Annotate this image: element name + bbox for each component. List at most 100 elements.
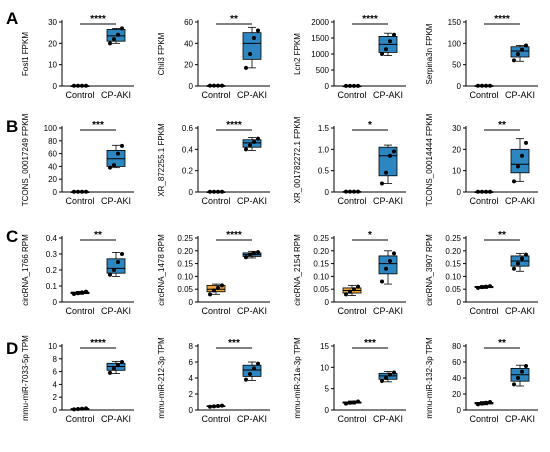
data-point <box>120 360 124 364</box>
significance-label: ** <box>94 230 102 241</box>
y-axis-label: Fosl1 FPKM <box>21 32 30 76</box>
category-label-cp-aki: CP-AKI <box>101 414 131 424</box>
y-tick-label: 20 <box>452 145 461 154</box>
y-tick-label: 20 <box>452 390 461 399</box>
y-tick-label: 60 <box>48 150 57 159</box>
data-point <box>380 378 384 383</box>
data-point <box>388 372 392 377</box>
chart-14: 0 5 10 15 mmu-miR-21a-3p TPM Control CP-AKI *** <box>293 337 406 424</box>
data-point <box>384 376 388 380</box>
significance-label: ** <box>498 338 506 349</box>
y-tick-label: 0.10 <box>313 272 329 281</box>
data-point <box>352 400 356 405</box>
data-point <box>480 83 484 88</box>
data-point <box>512 266 516 271</box>
data-point <box>488 400 492 404</box>
category-label-control: Control <box>469 306 498 316</box>
y-tick-label: 0.20 <box>313 247 329 256</box>
data-point <box>344 83 348 88</box>
data-point <box>76 83 80 88</box>
y-tick-label: 0 <box>189 298 194 307</box>
data-point <box>116 260 120 264</box>
category-label-cp-aki: CP-AKI <box>373 306 403 316</box>
chart-12: 0 2 4 6 8 10 mmu-miR-7033-5p TPM Control CP-AKI *… <box>21 335 134 424</box>
data-point <box>256 136 260 141</box>
category-label-control: Control <box>65 414 94 424</box>
category-label-control: Control <box>469 90 498 100</box>
category-label-cp-aki: CP-AKI <box>237 196 267 206</box>
data-point <box>516 52 520 56</box>
data-point <box>356 399 360 404</box>
data-point <box>216 404 220 408</box>
y-axis-label: circRNA_1766 RPM <box>21 234 30 306</box>
data-point <box>252 36 256 40</box>
data-point <box>524 364 528 368</box>
data-point <box>488 189 492 194</box>
data-point <box>112 366 116 371</box>
data-point <box>116 151 120 156</box>
data-point <box>388 259 392 264</box>
data-point <box>388 153 392 158</box>
y-axis-label: Lcn2 FPKM <box>293 33 302 75</box>
y-tick-label: 1000 <box>311 50 329 59</box>
y-tick-label: 1500 <box>311 34 329 43</box>
data-point <box>220 403 224 408</box>
significance-label: * <box>368 230 372 241</box>
chart-3: 0 50 100 150 Serpina3n FPKM Control CP-AKI **** <box>425 14 538 100</box>
data-point <box>120 26 124 31</box>
y-tick-label: 0.20 <box>445 247 461 256</box>
y-tick-label: 20 <box>48 175 57 184</box>
chart-9: 0 0.05 0.10 0.15 0.20 0.25 circRNA_1478 RPM Con… <box>157 230 270 316</box>
data-point <box>108 272 112 277</box>
y-tick-label: 50 <box>452 61 461 70</box>
significance-label: ** <box>230 14 238 25</box>
data-point <box>220 83 224 88</box>
y-tick-label: 8 <box>53 355 58 364</box>
data-point <box>352 83 356 88</box>
y-tick-label: 0 <box>53 298 58 307</box>
y-axis-label: Chil3 FPKM <box>157 32 166 75</box>
data-point <box>512 179 516 184</box>
data-point <box>248 372 252 376</box>
data-point <box>216 83 220 88</box>
box <box>242 364 262 377</box>
box <box>242 32 262 60</box>
data-point <box>348 400 352 405</box>
data-point <box>220 283 224 288</box>
data-point <box>72 189 76 194</box>
y-tick-label: 40 <box>452 374 461 383</box>
box <box>510 46 530 58</box>
data-point <box>84 189 88 194</box>
data-point <box>84 406 88 411</box>
category-label-cp-aki: CP-AKI <box>505 414 535 424</box>
category-label-cp-aki: CP-AKI <box>373 196 403 206</box>
y-tick-label: 4 <box>189 374 194 383</box>
category-label-control: Control <box>337 196 366 206</box>
y-axis-label: circRNA_1478 RPM <box>157 234 166 306</box>
y-tick-label: 0.4 <box>182 145 194 154</box>
y-tick-label: 0.2 <box>182 167 194 176</box>
y-tick-label: 5 <box>325 385 330 394</box>
category-label-cp-aki: CP-AKI <box>237 414 267 424</box>
data-point <box>112 163 116 168</box>
y-tick-label: 0 <box>457 406 462 415</box>
data-point <box>520 153 524 158</box>
y-axis-label: TCONS_00017249 FPKM <box>21 113 30 206</box>
category-label-cp-aki: CP-AKI <box>101 90 131 100</box>
significance-label: **** <box>226 120 242 131</box>
significance-label: *** <box>228 338 240 349</box>
y-tick-label: 0.10 <box>177 272 193 281</box>
y-axis-label: XR_872255.1 FPKM <box>157 123 166 197</box>
y-tick-label: 10 <box>48 61 57 70</box>
y-axis-label: mmu-miR-212-3p TPM <box>157 337 166 419</box>
y-tick-label: 0 <box>457 188 462 197</box>
data-point <box>384 47 388 52</box>
box <box>106 29 126 42</box>
data-point <box>352 189 356 194</box>
data-point <box>524 43 528 48</box>
data-point <box>344 189 348 194</box>
y-tick-label: 10 <box>48 342 57 351</box>
category-label-control: Control <box>469 196 498 206</box>
significance-label: **** <box>362 14 378 25</box>
y-tick-label: 0 <box>53 406 58 415</box>
